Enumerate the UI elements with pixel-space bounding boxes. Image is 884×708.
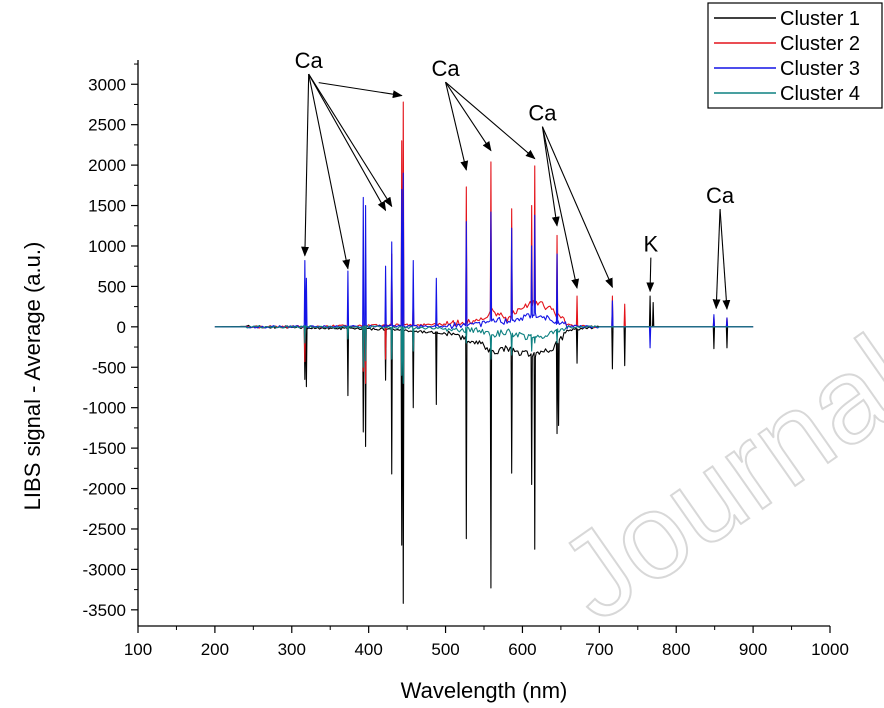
y-tick-label: -3000 — [83, 560, 126, 579]
annotation-arrow — [308, 73, 393, 208]
y-tick-label: 0 — [117, 318, 126, 337]
series-line-3 — [214, 172, 754, 349]
annotation-arrow — [308, 73, 351, 270]
annotation-label: Ca — [295, 48, 324, 73]
annotation-arrow — [646, 257, 655, 293]
y-axis-title: LIBS signal - Average (a.u.) — [20, 242, 45, 511]
legend-box — [707, 2, 883, 109]
y-tick-label: -3500 — [83, 601, 126, 620]
annotation-arrow — [445, 81, 492, 152]
y-tick-label: -1500 — [83, 439, 126, 458]
y-tick-label: -2000 — [83, 480, 126, 499]
y-tick-label: 2000 — [88, 156, 126, 175]
x-tick-label: 200 — [201, 640, 229, 659]
y-tick-label: 1500 — [88, 197, 126, 216]
axes-layer: 100 200 300 400 500 600 700 800 900 1000 -3500 -300… — [83, 60, 849, 659]
legend: Cluster 1 Cluster 2 Cluster 3 Cluster 4 — [707, 2, 883, 109]
annotation-arrow — [445, 81, 536, 160]
x-tick-label: 1000 — [811, 640, 849, 659]
x-tick-label: 800 — [662, 640, 690, 659]
series-line-4 — [214, 325, 754, 384]
legend-label: Cluster 4 — [780, 83, 860, 105]
annotation-arrow — [719, 209, 731, 311]
x-tick-label: 900 — [739, 640, 767, 659]
x-tick-label: 500 — [431, 640, 459, 659]
annotation-arrow — [541, 126, 580, 289]
legend-label: Cluster 3 — [780, 58, 860, 80]
y-tick-label: -1000 — [83, 399, 126, 418]
annotation-arrow — [541, 126, 560, 227]
y-tick-label: 500 — [98, 277, 126, 296]
legend-label: Cluster 2 — [780, 33, 860, 55]
x-tick-label: 100 — [124, 640, 152, 659]
annotation-arrow — [301, 74, 310, 257]
annotation-label: Ca — [706, 183, 735, 208]
annotation-arrow — [712, 209, 721, 310]
series-layer — [214, 101, 754, 604]
annotation-label: K — [644, 232, 659, 257]
x-tick-label: 600 — [508, 640, 536, 659]
y-tick-label: -2500 — [83, 520, 126, 539]
annotation-arrow — [318, 82, 403, 99]
annotation-arrow — [308, 73, 387, 212]
y-tick-label: 1000 — [88, 237, 126, 256]
y-tick-label: -500 — [92, 358, 126, 377]
annotation-label: Ca — [528, 101, 557, 126]
x-tick-label: 700 — [585, 640, 613, 659]
x-tick-label: 400 — [354, 640, 382, 659]
annotation-arrow — [445, 82, 469, 171]
y-tick-label: 2500 — [88, 116, 126, 135]
annotation-arrow — [541, 126, 613, 289]
series-line-2 — [214, 101, 754, 384]
y-tick-label: 3000 — [88, 75, 126, 94]
annotation-layer: Ca Ca Ca K Ca — [295, 48, 735, 311]
x-axis-title: Wavelength (nm) — [401, 678, 568, 703]
x-tick-label: 300 — [278, 640, 306, 659]
legend-label: Cluster 1 — [780, 8, 860, 30]
annotation-label: Ca — [431, 56, 460, 81]
